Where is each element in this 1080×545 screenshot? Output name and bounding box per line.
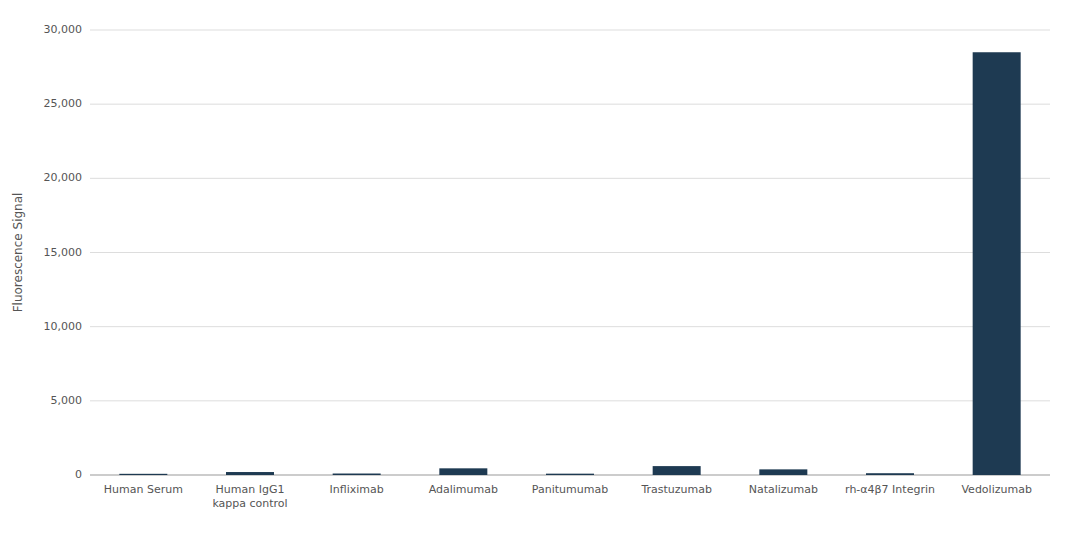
x-axis: Human Serum Human IgG1kappa control Inflix…	[104, 483, 1032, 510]
y-axis-label: Fluorescence Signal	[11, 193, 25, 313]
grid	[90, 30, 1050, 475]
grid-line	[90, 252, 1050, 253]
bar	[439, 468, 487, 475]
bar	[546, 474, 594, 475]
bar	[226, 472, 274, 475]
grid-line	[90, 178, 1050, 179]
y-tick-label: 0	[75, 468, 82, 481]
y-tick-label: 25,000	[44, 97, 83, 110]
grid-line	[90, 400, 1050, 401]
y-tick-label: 30,000	[44, 23, 83, 36]
bar	[759, 469, 807, 475]
bar	[119, 474, 167, 475]
x-tick-label: Human IgG1kappa control	[212, 483, 287, 510]
x-tick-label: Panitumumab	[532, 483, 608, 496]
x-tick-label: Vedolizumab	[961, 483, 1031, 496]
y-axis: 0 5,000 10,000 15,000 20,000 25,000 30,000	[44, 23, 83, 481]
bar	[866, 473, 914, 475]
x-tick-label: Adalimumab	[429, 483, 498, 496]
bar	[973, 52, 1021, 475]
x-tick-label: Trastuzumab	[640, 483, 712, 496]
bar	[653, 466, 701, 475]
y-tick-label: 5,000	[51, 394, 83, 407]
x-tick-label: Human Serum	[104, 483, 183, 496]
y-tick-label: 20,000	[44, 171, 83, 184]
x-tick-label: Infliximab	[330, 483, 384, 496]
x-tick-label: Natalizumab	[749, 483, 818, 496]
bars	[119, 52, 1020, 475]
y-tick-label: 10,000	[44, 320, 83, 333]
bar	[333, 474, 381, 475]
chart: 0 5,000 10,000 15,000 20,000 25,000 30,000 Huma…	[0, 0, 1080, 545]
chart-container: 0 5,000 10,000 15,000 20,000 25,000 30,000 Huma…	[0, 0, 1080, 545]
x-tick-label: rh-α4β7 Integrin	[845, 483, 935, 496]
y-tick-label: 15,000	[44, 246, 83, 259]
grid-line	[90, 30, 1050, 31]
grid-line	[90, 104, 1050, 105]
grid-line	[90, 326, 1050, 327]
